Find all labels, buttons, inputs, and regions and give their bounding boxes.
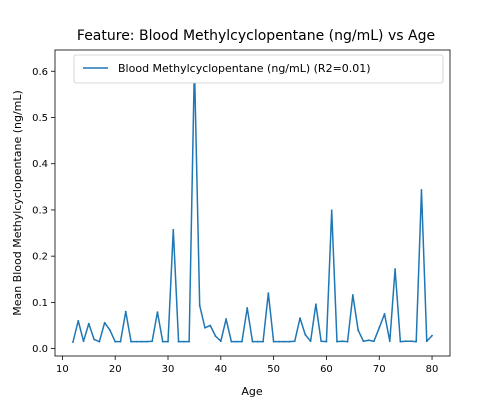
x-axis: 10 20 30 40 50 60 70 80 (56, 356, 438, 375)
data-point (399, 340, 402, 343)
y-axis-label: Mean Blood Methylcyclopentane (ng/mL) (11, 90, 24, 316)
data-point (119, 340, 122, 343)
x-axis-label: Age (241, 385, 263, 398)
y-tick-label: 0.3 (32, 205, 48, 216)
data-point (415, 340, 418, 343)
x-tick-label: 70 (373, 364, 386, 375)
data-point (325, 340, 328, 343)
y-tick-label: 0.6 (32, 67, 48, 78)
y-tick-label: 0.0 (32, 344, 48, 355)
plot-area (54, 49, 451, 357)
data-point (109, 329, 111, 332)
data-point (151, 340, 154, 343)
y-tick-label: 0.1 (32, 298, 48, 309)
data-point (161, 340, 164, 343)
data-point (388, 340, 391, 343)
x-tick-label: 20 (109, 364, 122, 375)
data-point (145, 340, 148, 343)
data-point (98, 340, 101, 343)
data-point (204, 326, 206, 329)
data-point (93, 338, 95, 341)
data-point (394, 268, 396, 270)
y-axis: 0.0 0.1 0.2 0.3 0.4 0.5 0.6 (32, 67, 55, 355)
data-point (283, 340, 286, 343)
data-point (383, 313, 386, 315)
x-tick-label: 50 (267, 364, 280, 375)
x-tick-label: 60 (320, 364, 333, 375)
data-point (346, 340, 349, 343)
data-point (304, 333, 307, 336)
chart-title: Feature: Blood Methylcyclopentane (ng/mL… (77, 28, 435, 44)
data-point (219, 340, 222, 343)
x-tick-label: 10 (56, 364, 69, 375)
data-point (156, 311, 159, 313)
data-point (314, 303, 317, 306)
data-point (182, 340, 185, 343)
data-point (241, 340, 243, 343)
data-point (362, 340, 365, 343)
data-point (420, 189, 423, 191)
data-point (130, 340, 132, 343)
data-point (278, 340, 280, 343)
data-point (431, 334, 433, 337)
y-tick-label: 0.4 (32, 159, 48, 170)
data-point (177, 340, 180, 343)
data-point (230, 340, 233, 343)
data-point (373, 340, 375, 343)
data-point (140, 340, 143, 343)
data-point (167, 340, 169, 343)
data-point (378, 326, 381, 329)
data-point (72, 341, 74, 344)
data-point (425, 340, 428, 343)
data-point (214, 335, 217, 338)
data-point (256, 340, 259, 343)
data-point (251, 340, 254, 343)
data-point (293, 340, 296, 343)
data-point (357, 329, 360, 332)
data-point (87, 322, 90, 325)
series-points (72, 63, 433, 344)
data-point (404, 340, 407, 343)
y-tick-label: 0.5 (32, 113, 48, 124)
data-point (114, 340, 117, 343)
data-point (172, 228, 175, 231)
x-tick-label: 80 (426, 364, 439, 375)
data-point (309, 340, 312, 343)
data-point (225, 318, 227, 320)
data-point (209, 324, 212, 327)
data-point (135, 340, 138, 343)
x-tick-label: 40 (214, 364, 227, 375)
data-point (188, 340, 191, 343)
data-point (330, 209, 333, 212)
data-point (367, 339, 370, 342)
data-point (82, 340, 85, 343)
data-point (341, 340, 344, 343)
legend-label: Blood Methylcyclopentane (ng/mL) (R2=0.0… (118, 62, 371, 75)
data-point (235, 340, 238, 343)
data-point (267, 292, 270, 295)
data-point (124, 310, 127, 313)
data-point (410, 340, 412, 343)
data-point (299, 317, 301, 319)
legend: Blood Methylcyclopentane (ng/mL) (R2=0.0… (73, 54, 444, 84)
data-point (246, 307, 249, 309)
legend-box (73, 54, 444, 84)
data-point (198, 304, 201, 307)
data-point (272, 340, 275, 343)
data-point (262, 340, 264, 343)
data-point (103, 321, 106, 324)
data-point (351, 294, 354, 296)
data-point (336, 340, 338, 343)
y-tick-label: 0.2 (32, 252, 48, 263)
data-point (77, 319, 80, 322)
data-point (288, 340, 291, 343)
x-tick-label: 30 (162, 364, 175, 375)
data-point (320, 340, 323, 343)
